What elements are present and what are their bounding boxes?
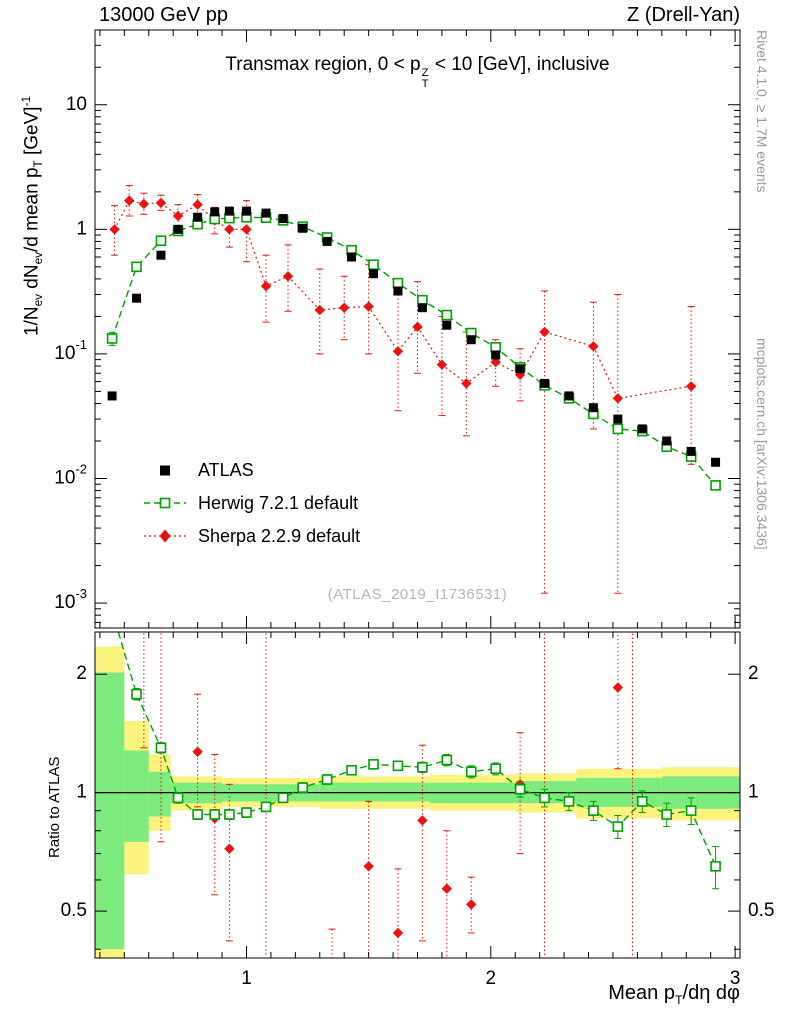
main-panel-series	[106, 184, 721, 594]
main-y-axis-label: 1/Nev dNev/d mean pT [GeV]-1	[20, 96, 45, 336]
ylabel-sub: T	[32, 160, 46, 168]
x-axis-label: Mean pT/dη dφ	[608, 982, 740, 1007]
svg-text:1: 1	[76, 782, 87, 803]
beam-energy-label: 13000 GeV pp	[99, 4, 228, 26]
analysis-id-watermark: (ATLAS_2019_I1736531)	[327, 586, 508, 603]
svg-text:2: 2	[748, 663, 759, 684]
svg-text:10-3: 10-3	[54, 587, 87, 614]
svg-text:0.5: 0.5	[61, 900, 87, 921]
rivet-version-note: Rivet 4.1.0, ≥ 1.7M events	[754, 30, 770, 193]
ylabel-part: 1/N	[21, 306, 43, 336]
plot-title-text-end: < 10 [GeV], inclusive	[429, 54, 610, 75]
svg-text:10: 10	[66, 94, 87, 115]
axis-ticks	[95, 30, 740, 958]
herwig-marker-icon	[144, 497, 186, 509]
legend-label-herwig: Herwig 7.2.1 default	[198, 492, 359, 513]
legend-label-sherpa: Sherpa 2.2.9 default	[198, 525, 361, 546]
legend-label-atlas: ATLAS	[198, 459, 254, 480]
ylabel-part: dN	[21, 264, 43, 294]
pt-superscript: Z	[421, 66, 429, 79]
pt-subscript: T	[421, 77, 429, 90]
ylabel-sub: ev	[32, 293, 46, 307]
svg-text:2: 2	[76, 663, 87, 684]
svg-text:1: 1	[748, 782, 759, 803]
xlabel-part: /dη dφ	[682, 982, 740, 1004]
ylabel-part: [GeV]	[21, 106, 43, 161]
ylabel-exponent: -1	[20, 95, 33, 107]
svg-text:10-2: 10-2	[54, 462, 87, 489]
legend: ATLAS Herwig 7.2.1 default Sherpa 2.2.9 …	[142, 458, 360, 548]
ylabel-sub: ev	[32, 251, 46, 265]
ylabel-part: /d mean p	[21, 167, 43, 252]
legend-item-atlas: ATLAS	[142, 458, 360, 482]
legend-item-herwig: Herwig 7.2.1 default	[142, 491, 360, 515]
svg-text:3: 3	[730, 968, 741, 989]
legend-item-sherpa: Sherpa 2.2.9 default	[142, 524, 360, 548]
ratio-uncertainty-bands	[95, 646, 740, 958]
svg-text:1: 1	[76, 218, 87, 239]
mcplots-arxiv-note: mcplots.cern.ch [arXiv:1306.3436]	[754, 338, 770, 550]
svg-text:1: 1	[241, 968, 252, 989]
ratio-y-axis-label: Ratio to ATLAS	[46, 756, 63, 858]
plot-title-text: Transmax region, 0 < p	[225, 54, 421, 75]
svg-text:10-1: 10-1	[54, 337, 87, 364]
atlas-marker-icon	[160, 465, 170, 476]
process-label: Z (Drell-Yan)	[627, 4, 740, 26]
sherpa-marker-icon	[144, 529, 186, 543]
xlabel-sub: T	[674, 993, 683, 1007]
svg-text:2: 2	[486, 968, 497, 989]
ratio-panel-series	[117, 632, 721, 958]
svg-text:0.5: 0.5	[748, 900, 774, 921]
xlabel-part: Mean p	[608, 982, 675, 1004]
